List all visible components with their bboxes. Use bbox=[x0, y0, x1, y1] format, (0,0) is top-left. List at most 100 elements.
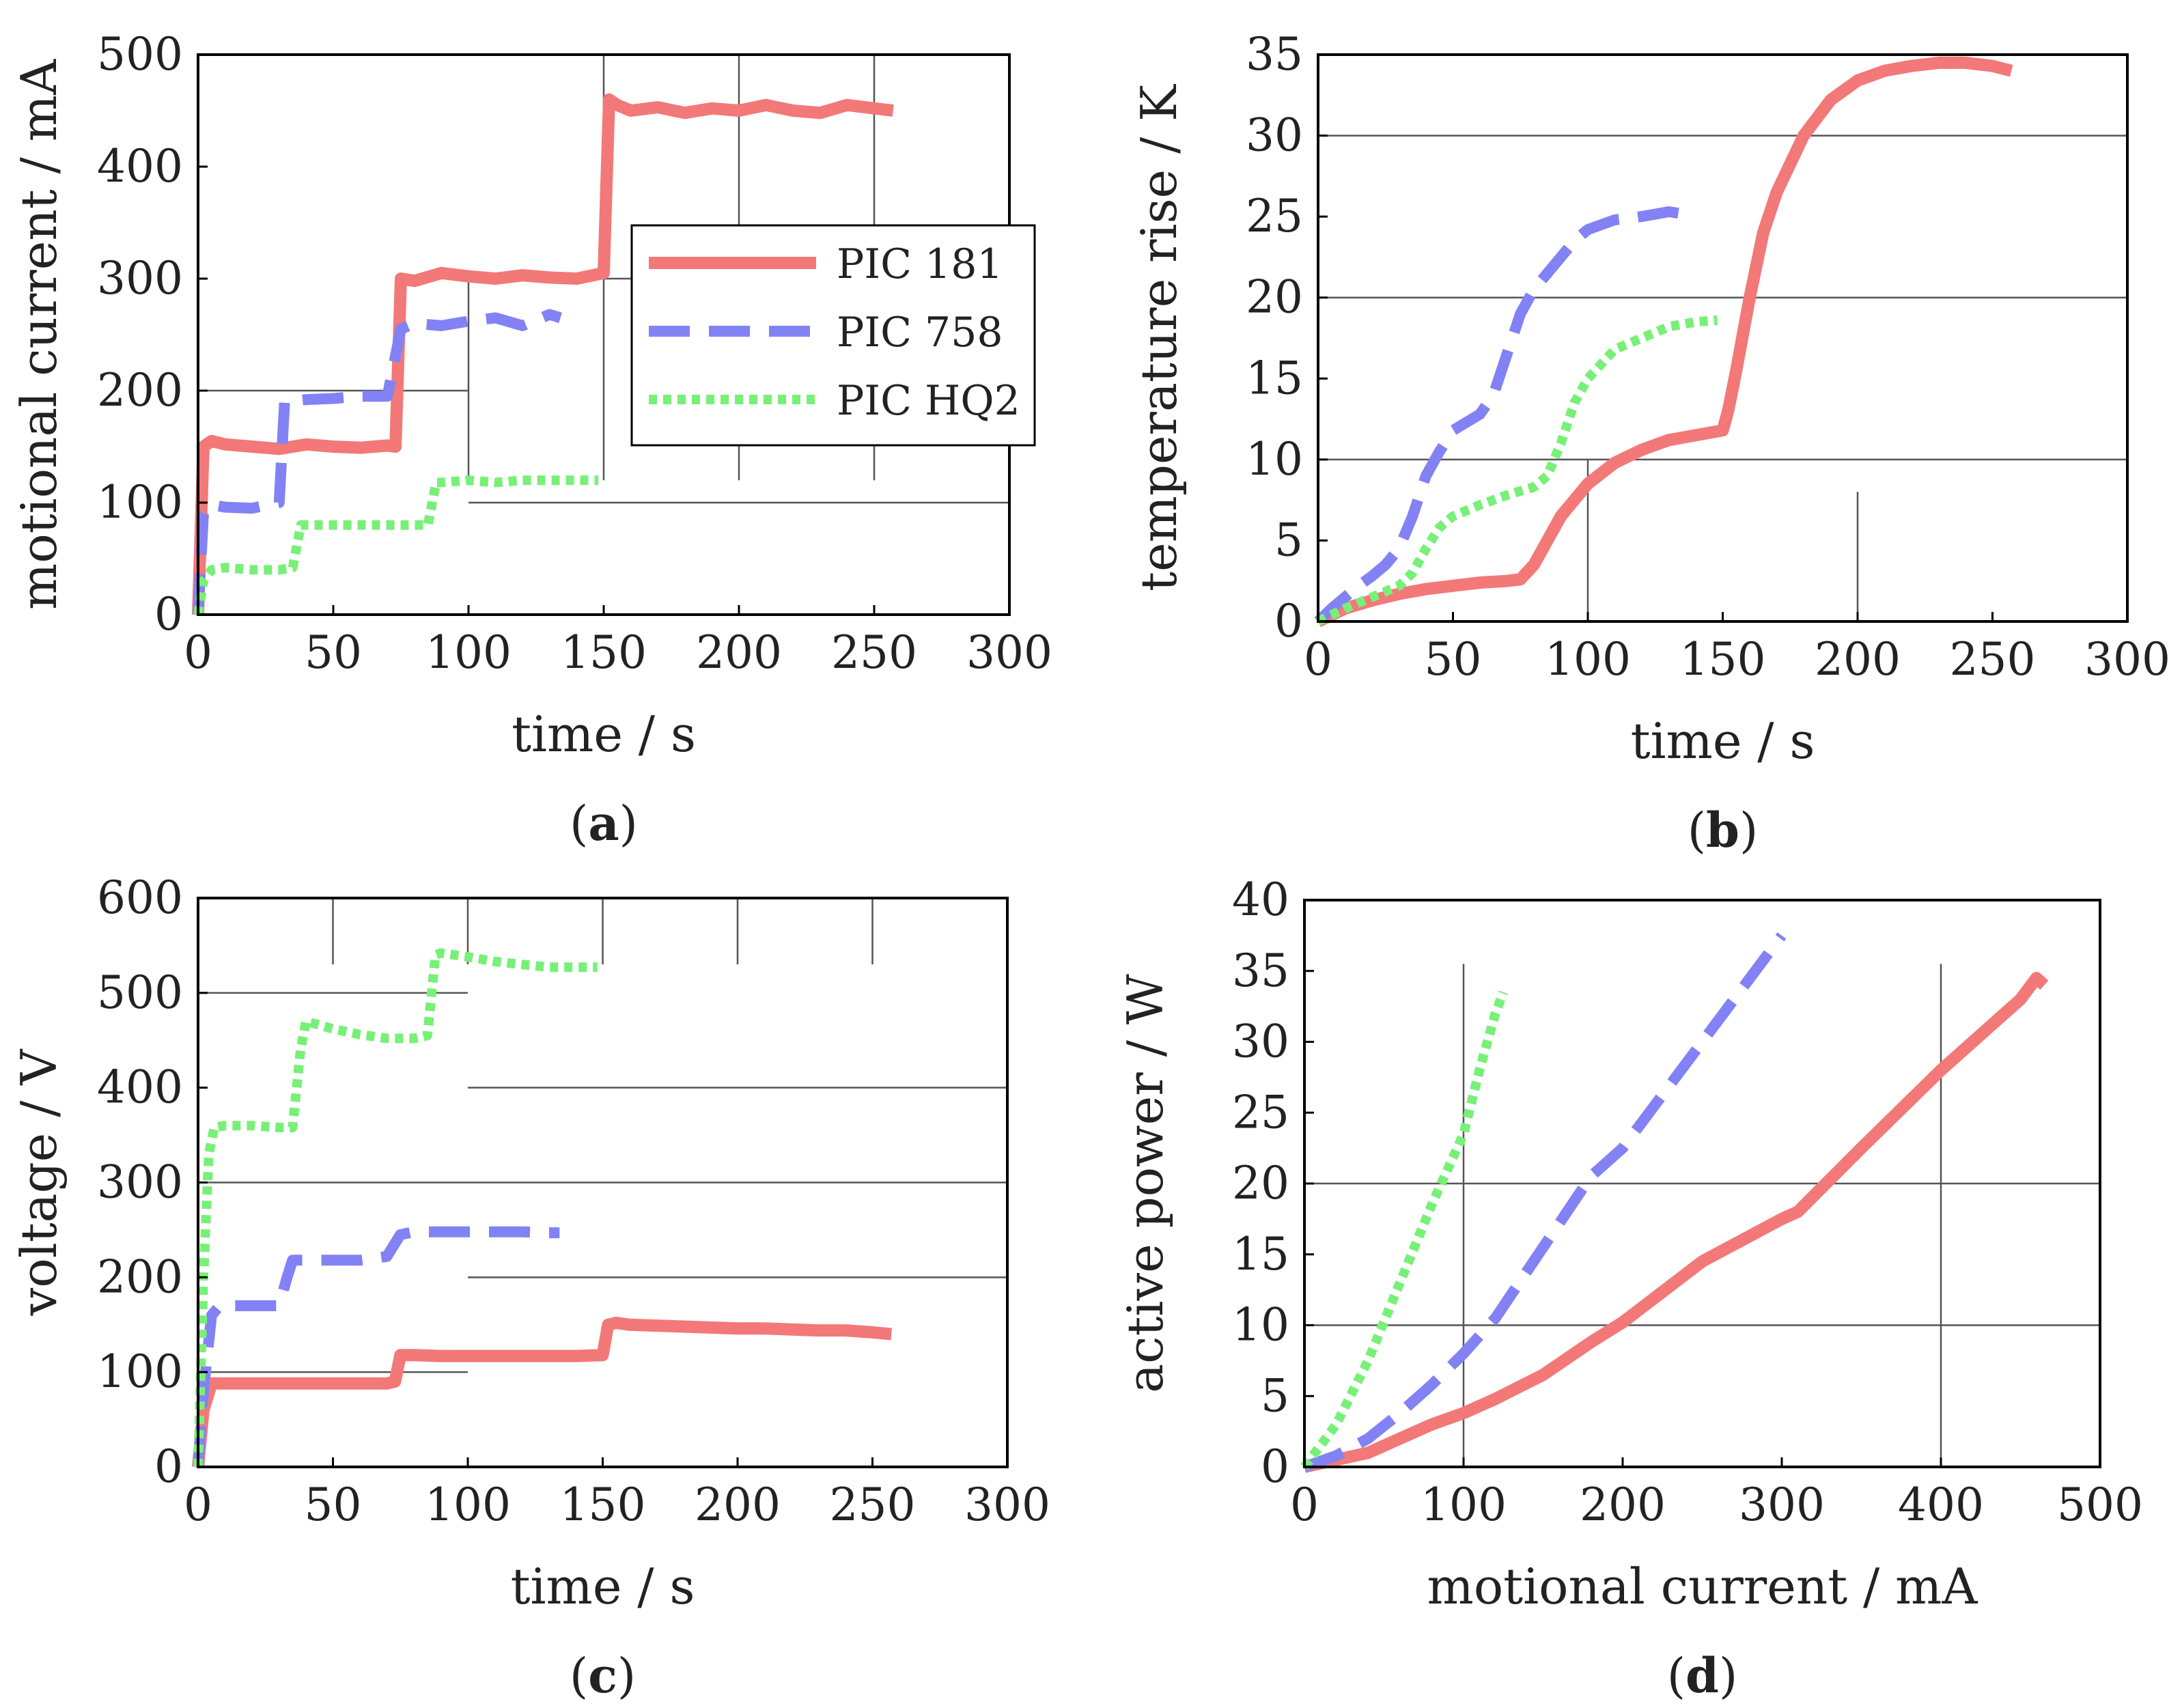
y-tick-label: 30 bbox=[1246, 109, 1303, 162]
series-pic-hq2-c bbox=[193, 948, 598, 1468]
x-tick-label: 50 bbox=[1425, 633, 1482, 686]
x-tick-label: 250 bbox=[1950, 633, 2036, 686]
y-tick-label: 400 bbox=[97, 140, 183, 193]
x-tick-label: 150 bbox=[1680, 633, 1766, 686]
y-tick-label: 20 bbox=[1232, 1157, 1289, 1209]
x-tick-label: 200 bbox=[695, 1479, 781, 1531]
series-pic-181-c bbox=[192, 1317, 893, 1468]
panel-label-open-paren: ( bbox=[1688, 802, 1706, 858]
y-tick-label: 40 bbox=[1232, 873, 1289, 926]
panel-label-letter: c bbox=[588, 1647, 617, 1704]
x-tick-label: 0 bbox=[184, 1479, 212, 1531]
chart-panel-d: 0 100 200 300 400 500 0 5 10 15 20 25 30 35 40 motional… bbox=[1117, 873, 2143, 1704]
chart-panel-c: 0 50 100 150 200 250 300 0 100 200 300 400 500 600 tim… bbox=[10, 871, 1050, 1704]
x-tick-label: 0 bbox=[1290, 1479, 1319, 1531]
panel-label-letter: d bbox=[1686, 1647, 1719, 1704]
x-axis-label: time / s bbox=[512, 705, 696, 763]
y-tick-label: 30 bbox=[1232, 1016, 1289, 1068]
y-tick-label: 25 bbox=[1246, 190, 1303, 242]
x-tick-label: 100 bbox=[1421, 1479, 1507, 1531]
legend-label: PIC HQ2 bbox=[837, 377, 1020, 425]
panel-label-open-paren: ( bbox=[570, 1648, 588, 1704]
y-tick-label: 0 bbox=[154, 588, 183, 641]
x-tick-label: 0 bbox=[1304, 633, 1332, 686]
x-tick-label: 200 bbox=[696, 626, 782, 679]
y-tick-label: 20 bbox=[1246, 271, 1303, 324]
y-tick-label: 0 bbox=[154, 1440, 183, 1493]
series-pic-hq2-a bbox=[193, 475, 599, 616]
y-tick-label: 10 bbox=[1232, 1299, 1289, 1352]
y-tick-label: 300 bbox=[97, 1156, 183, 1209]
x-axis-label: time / s bbox=[1631, 712, 1815, 770]
x-tick-label: 100 bbox=[425, 1479, 511, 1531]
x-tick-label: 500 bbox=[2057, 1479, 2143, 1531]
chart-panel-b: 0 50 100 150 200 250 300 0 5 10 15 20 25 30 35 time / s… bbox=[1130, 28, 2170, 858]
y-tick-label: 0 bbox=[1261, 1440, 1289, 1493]
panel-label-open-paren: ( bbox=[570, 796, 588, 852]
y-tick-label: 35 bbox=[1246, 28, 1303, 81]
panel-label-c: (c) bbox=[570, 1647, 636, 1704]
series-pic-181-a bbox=[192, 93, 894, 615]
panel-label-letter: a bbox=[588, 795, 619, 852]
y-axis-label: temperature rise / K bbox=[1130, 84, 1188, 591]
y-tick-label: 0 bbox=[1274, 595, 1303, 647]
panel-label-open-paren: ( bbox=[1667, 1648, 1686, 1704]
y-tick-label: 5 bbox=[1274, 514, 1303, 566]
series-pic-758-b bbox=[1314, 206, 1681, 626]
series-pic-758-c bbox=[193, 1226, 560, 1468]
series-pic-758-a bbox=[193, 309, 562, 615]
x-tick-label: 300 bbox=[966, 626, 1052, 679]
x-tick-label: 200 bbox=[1580, 1479, 1666, 1531]
x-tick-label: 400 bbox=[1898, 1479, 1984, 1531]
x-tick-label: 100 bbox=[1545, 633, 1631, 686]
series-pic-181-d bbox=[1303, 972, 2049, 1473]
legend-label: PIC 758 bbox=[837, 309, 1003, 356]
series-pic-181-b bbox=[1315, 56, 2013, 628]
panel-label-close-paren: ) bbox=[619, 796, 638, 852]
x-tick-label: 300 bbox=[964, 1479, 1050, 1531]
y-tick-label: 100 bbox=[97, 1345, 183, 1398]
legend: PIC 181 PIC 758 PIC HQ2 bbox=[630, 224, 1036, 447]
panel-label-close-paren: ) bbox=[1719, 1648, 1737, 1704]
y-tick-label: 200 bbox=[97, 1250, 183, 1303]
y-tick-label: 500 bbox=[97, 28, 183, 81]
x-tick-label: 300 bbox=[2084, 633, 2170, 686]
y-tick-label: 35 bbox=[1232, 944, 1289, 997]
x-tick-label: 300 bbox=[1739, 1479, 1825, 1531]
y-tick-label: 15 bbox=[1232, 1228, 1289, 1280]
x-axis-label: motional current / mA bbox=[1427, 1558, 1978, 1615]
x-tick-label: 50 bbox=[305, 1479, 362, 1531]
panel-label-close-paren: ) bbox=[1739, 802, 1758, 858]
series-pic-hq2-b bbox=[1315, 315, 1718, 626]
series-pic-758-d bbox=[1302, 932, 1787, 1472]
chart-panel-a: 0 50 100 150 200 250 300 0 100 200 300 400 500 time /… bbox=[10, 28, 1052, 852]
panel-label-d: (d) bbox=[1667, 1647, 1738, 1704]
x-tick-label: 150 bbox=[560, 1479, 646, 1531]
y-tick-label: 500 bbox=[97, 966, 183, 1019]
panel-label-a: (a) bbox=[570, 795, 638, 852]
x-tick-label: 150 bbox=[561, 626, 647, 679]
plot-frame-b bbox=[1317, 53, 2129, 623]
x-tick-label: 0 bbox=[184, 626, 212, 679]
y-tick-label: 100 bbox=[97, 476, 183, 529]
x-tick-label: 200 bbox=[1815, 633, 1901, 686]
panel-label-b: (b) bbox=[1688, 802, 1759, 858]
series-pic-hq2-d bbox=[1300, 990, 1508, 1470]
y-tick-label: 15 bbox=[1246, 352, 1303, 404]
y-axis-label: voltage / V bbox=[10, 1048, 68, 1317]
y-tick-label: 5 bbox=[1261, 1369, 1289, 1422]
legend-label: PIC 181 bbox=[837, 240, 1003, 288]
y-tick-label: 200 bbox=[97, 364, 183, 417]
x-tick-label: 250 bbox=[831, 626, 917, 679]
y-axis-label: motional current / mA bbox=[10, 59, 68, 610]
x-tick-label: 100 bbox=[425, 626, 512, 679]
y-tick-label: 400 bbox=[97, 1061, 183, 1114]
y-tick-label: 600 bbox=[97, 871, 183, 924]
panel-label-letter: b bbox=[1706, 802, 1739, 858]
y-tick-label: 10 bbox=[1246, 433, 1303, 486]
x-tick-label: 250 bbox=[830, 1479, 916, 1531]
y-tick-label: 300 bbox=[97, 252, 183, 305]
panel-label-close-paren: ) bbox=[617, 1648, 636, 1704]
x-axis-label: time / s bbox=[511, 1558, 695, 1615]
